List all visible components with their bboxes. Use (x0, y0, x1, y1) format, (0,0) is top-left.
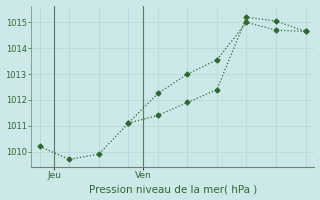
X-axis label: Pression niveau de la mer( hPa ): Pression niveau de la mer( hPa ) (89, 184, 257, 194)
